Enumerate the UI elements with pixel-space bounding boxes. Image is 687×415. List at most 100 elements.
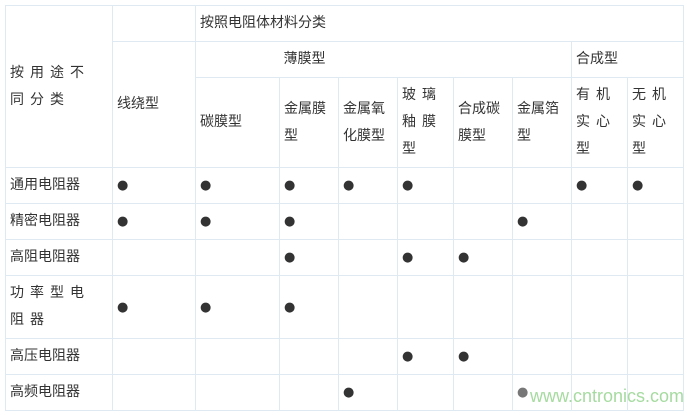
empty-cell: [279, 374, 339, 411]
table-row: 高阻电阻器 ● ● ●: [5, 239, 684, 276]
dot-mark: ●: [343, 178, 355, 193]
table-row: 精密电阻器 ● ● ● ●: [5, 203, 684, 240]
empty-cell: [338, 275, 398, 339]
empty-cell: [453, 167, 513, 204]
row-label: 通用电阻器: [5, 167, 113, 204]
dot-mark: ●: [458, 349, 470, 364]
empty-cell: [627, 239, 684, 276]
empty-cell: [571, 239, 628, 276]
row-label: 高阻电阻器: [5, 239, 113, 276]
column-header: 无机实心型: [627, 77, 684, 168]
mark-cell: ●: [112, 203, 196, 240]
mark-cell: ●: [338, 374, 398, 411]
mark-cell: ●: [279, 275, 339, 339]
dot-mark: ●: [117, 178, 129, 193]
column-header: 合成碳膜型: [453, 77, 513, 168]
empty-cell: [397, 275, 454, 339]
column-header: 金属氧化膜型: [338, 77, 398, 168]
empty-cell: [338, 203, 398, 240]
empty-cell: [453, 374, 513, 411]
empty-cell: [112, 338, 196, 375]
mark-cell: ●: [112, 167, 196, 204]
synthetic-header: 合成型: [571, 41, 684, 78]
column-header: 碳膜型: [195, 77, 280, 168]
mark-cell: ●: [627, 167, 684, 204]
mark-cell: ●: [112, 275, 196, 339]
empty-cell: [512, 275, 572, 339]
wire-wound-header: 线绕型: [112, 41, 196, 168]
dot-mark: ●: [200, 299, 212, 315]
dot-mark: ●: [284, 178, 296, 193]
empty-cell: [112, 374, 196, 411]
dot-mark: ●: [517, 385, 529, 400]
table-row: 高压电阻器 ● ●: [5, 338, 684, 375]
usage-header: 按用途不同分类: [5, 5, 113, 168]
empty-cell: [453, 275, 513, 339]
empty-cell: [512, 167, 572, 204]
dot-mark: ●: [117, 214, 129, 229]
watermark: www.cntronics.com: [530, 386, 685, 406]
table-row: 通用电阻器 ● ● ● ● ● ● ●: [5, 167, 684, 204]
row-label: 精密电阻器: [5, 203, 113, 240]
dot-mark: ●: [402, 250, 414, 265]
empty-cell: [279, 338, 339, 375]
row-label: 高压电阻器: [5, 338, 113, 375]
dot-mark: ●: [284, 214, 296, 229]
mark-cell: ●: [453, 338, 513, 375]
table-row: 功率型电阻器 ● ● ●: [5, 275, 684, 339]
resistor-classification-table: 按用途不同分类 按照电阻体材料分类 线绕型 薄膜型 合成型 碳膜型 金属膜型 金属氧…: [5, 5, 684, 411]
column-header: 玻璃釉膜型: [397, 77, 454, 168]
column-header: 有机实心型: [571, 77, 628, 168]
dot-mark: ●: [284, 250, 296, 265]
mark-cell: ●: [279, 203, 339, 240]
empty-cell: [571, 338, 628, 375]
empty-cell: [627, 275, 684, 339]
dot-mark: ●: [284, 299, 296, 315]
mark-cell: ●: [512, 203, 572, 240]
mark-cell: ●: [279, 167, 339, 204]
empty-cell: [571, 275, 628, 339]
table-row: 高频电阻器 ● ●: [5, 374, 684, 411]
dot-mark: ●: [200, 178, 212, 193]
empty-cell: [195, 374, 280, 411]
mark-cell: ●: [279, 239, 339, 276]
mark-cell: ●: [397, 239, 454, 276]
empty-cell: [338, 338, 398, 375]
dot-mark: ●: [517, 214, 529, 229]
empty-cell: [338, 239, 398, 276]
empty-cell: [571, 374, 628, 411]
mark-cell: ●: [195, 203, 280, 240]
mark-cell: ●: [195, 167, 280, 204]
empty-cell: [453, 203, 513, 240]
empty-cell: [512, 239, 572, 276]
mark-cell: ●: [397, 338, 454, 375]
empty-cell: [112, 5, 196, 42]
mark-cell: ●: [571, 167, 628, 204]
film-header: 薄膜型: [279, 41, 572, 78]
dot-mark: ●: [200, 214, 212, 229]
mark-cell: ●: [338, 167, 398, 204]
empty-cell: [397, 374, 454, 411]
empty-cell: [195, 41, 280, 78]
dot-mark: ●: [402, 178, 414, 193]
mark-cell: ●: [512, 374, 572, 411]
dot-mark: ●: [343, 385, 355, 400]
dot-mark: ●: [402, 349, 414, 364]
empty-cell: [512, 338, 572, 375]
row-label: 功率型电阻器: [5, 275, 113, 339]
dot-mark: ●: [632, 178, 644, 193]
row-label: 高频电阻器: [5, 374, 113, 411]
mark-cell: ●: [397, 167, 454, 204]
empty-cell: [112, 239, 196, 276]
column-header: 金属膜型: [279, 77, 339, 168]
material-header: 按照电阻体材料分类: [195, 5, 684, 42]
empty-cell: [571, 203, 628, 240]
column-header: 金属箔型: [512, 77, 572, 168]
empty-cell: [627, 338, 684, 375]
mark-cell: ●: [453, 239, 513, 276]
dot-mark: ●: [117, 299, 129, 315]
mark-cell: ●: [195, 275, 280, 339]
dot-mark: ●: [458, 250, 470, 265]
empty-cell: [627, 203, 684, 240]
empty-cell: [195, 338, 280, 375]
